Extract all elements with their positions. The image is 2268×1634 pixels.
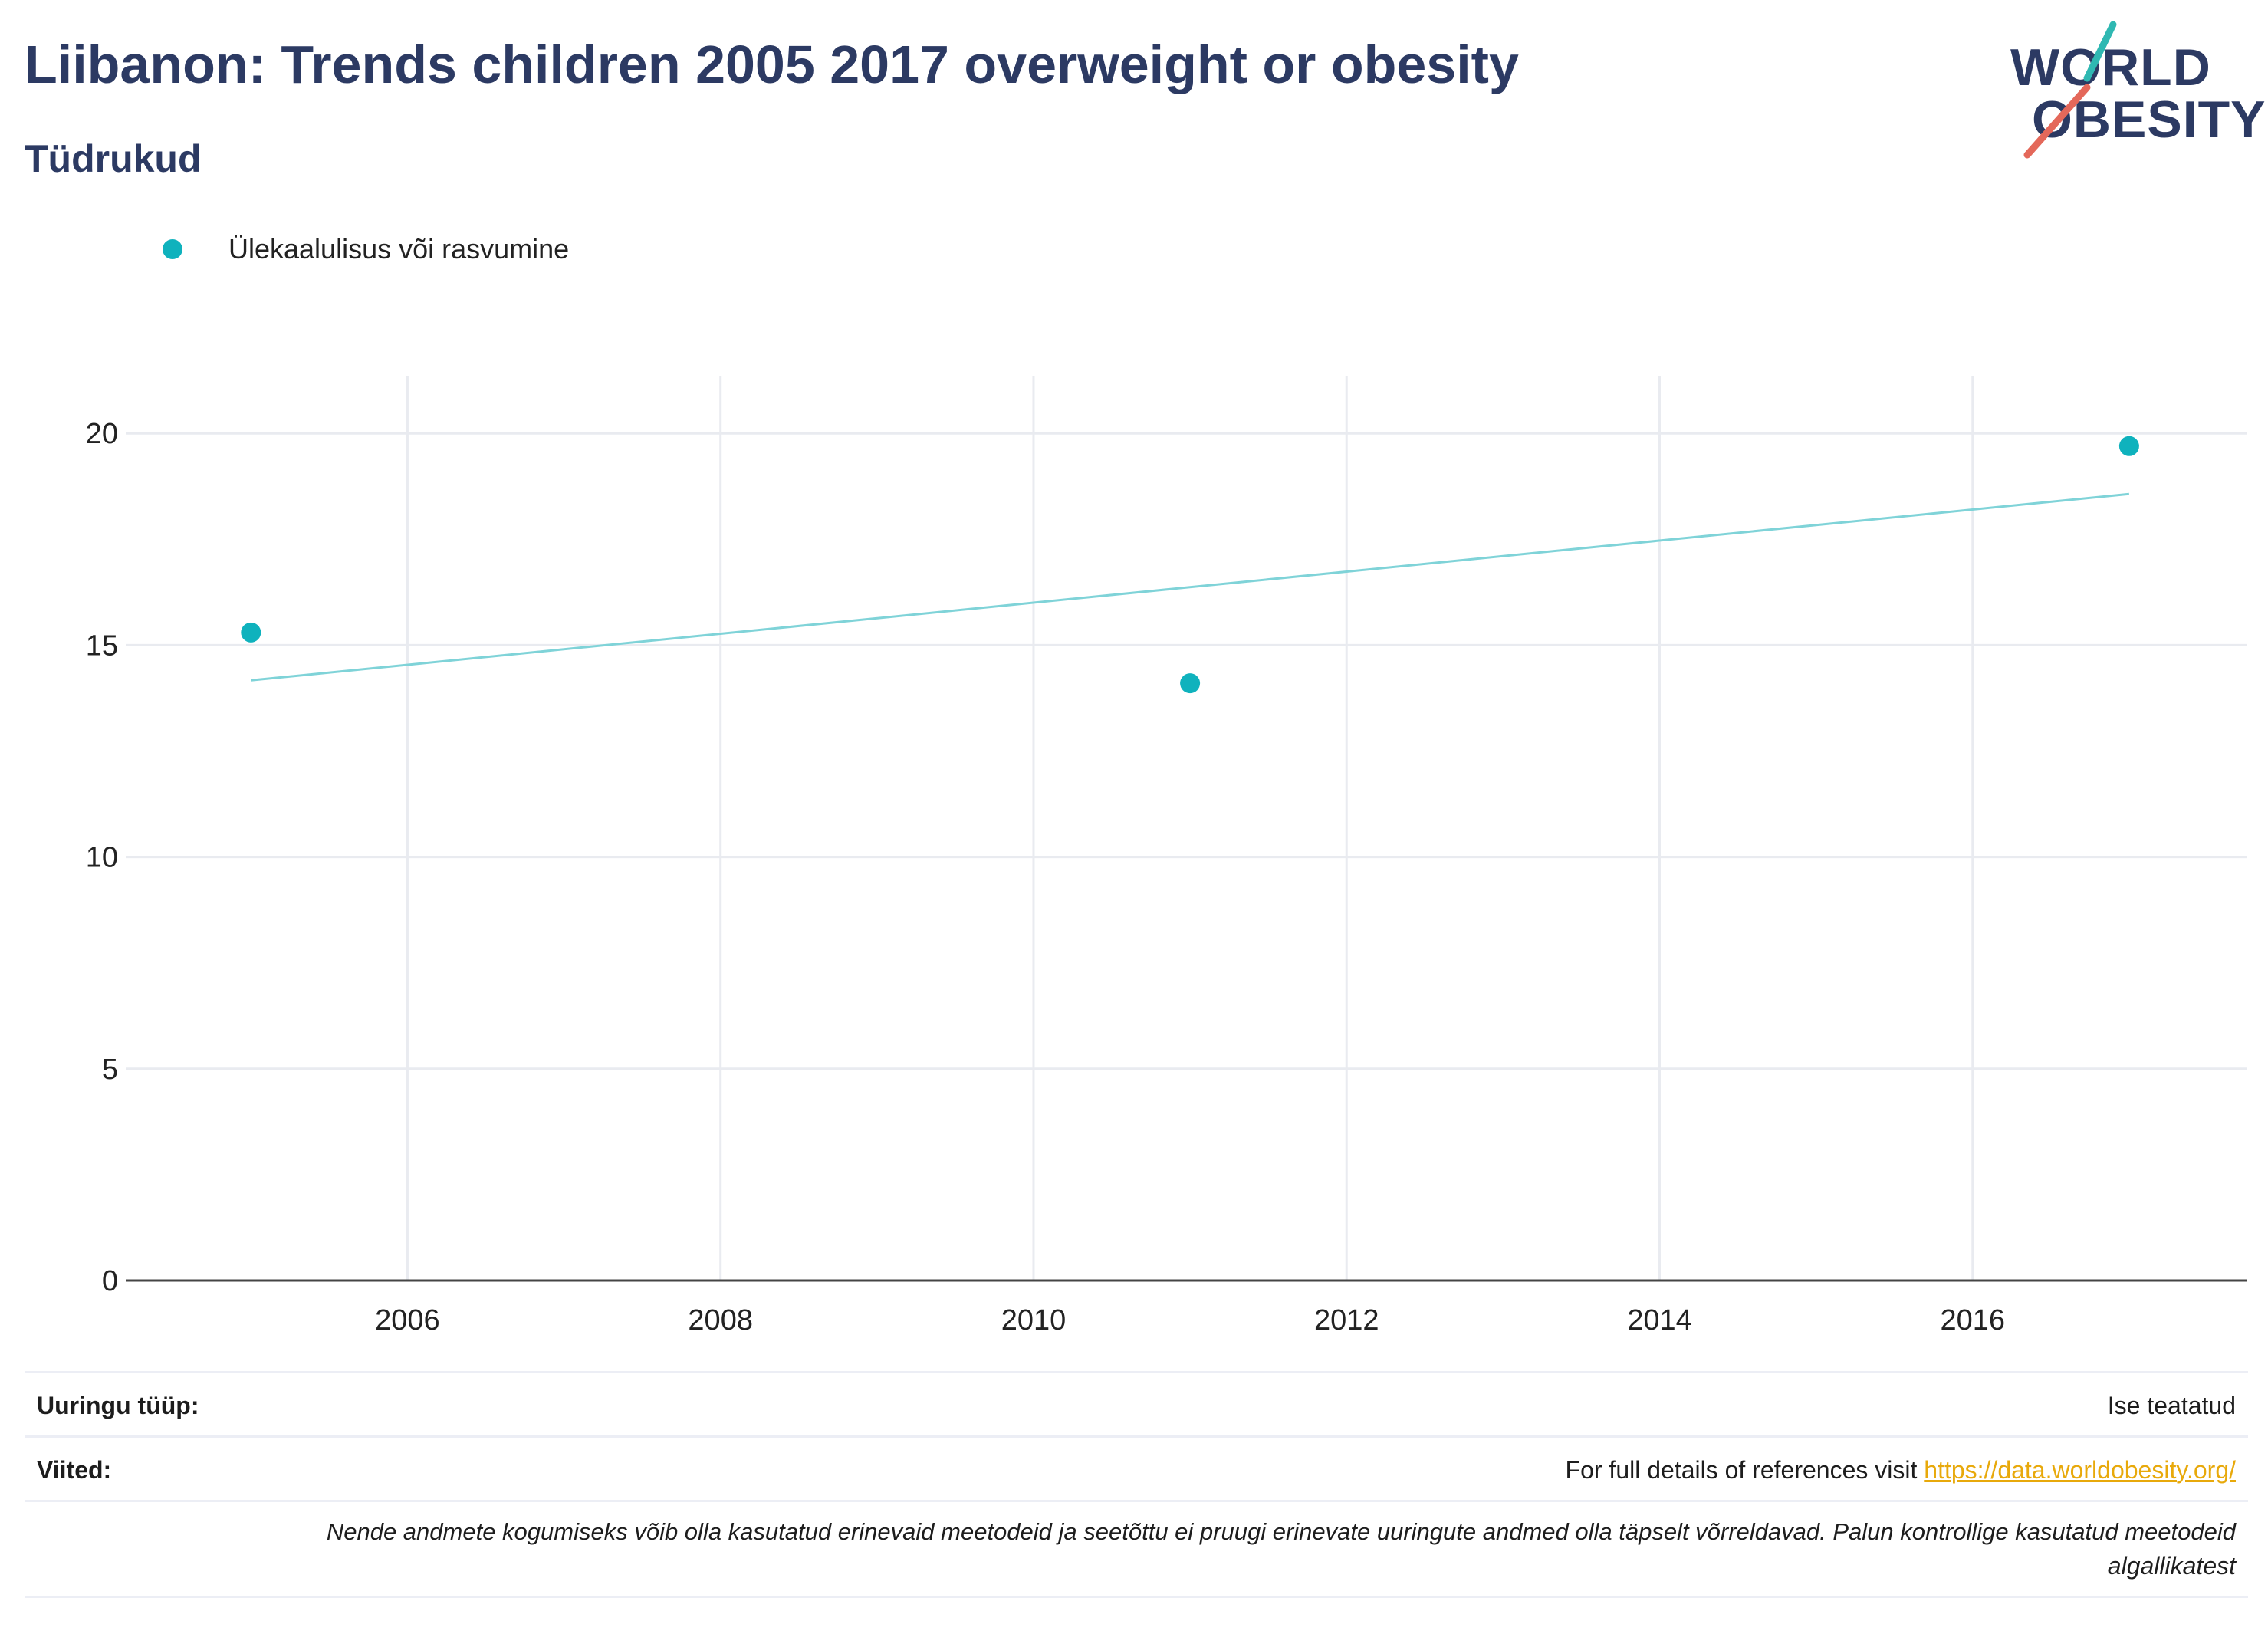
x-tick-label: 2016 — [1940, 1304, 2005, 1334]
y-tick-label: 20 — [86, 418, 118, 450]
logo-text-world: WORLD — [2010, 38, 2211, 97]
logo-slash-icon — [2023, 21, 2117, 159]
y-tick-label: 10 — [86, 842, 118, 874]
survey-type-row: Uuringu tüüp: Ise teatatud — [25, 1371, 2248, 1435]
y-tick-label: 0 — [102, 1265, 118, 1297]
y-tick-label: 5 — [102, 1054, 118, 1086]
chart-legend: Ülekaalulisus või rasvumine — [163, 230, 569, 268]
trend-line — [251, 492, 2130, 682]
note-line-1: Nende andmete kogumiseks võib olla kasut… — [326, 1518, 2236, 1545]
data-point — [2118, 436, 2139, 456]
legend-label: Ülekaalulisus või rasvumine — [228, 233, 570, 265]
legend-marker-icon — [163, 239, 182, 259]
references-text: For full details of references visit htt… — [1566, 1456, 2236, 1484]
survey-type-value: Ise teatatud — [2107, 1391, 2236, 1419]
chart-area: 2006 2008 2010 2012 2014 2016 0 5 10 15 20 — [86, 376, 2247, 1334]
references-row: Viited: For full details of references v… — [25, 1435, 2248, 1500]
data-point — [241, 622, 261, 643]
note-row — [25, 1500, 2248, 1598]
chart-title: Liibanon: Trends children 2005 2017 over… — [25, 35, 1519, 94]
references-label: Viited: — [37, 1455, 112, 1484]
chart-subtitle: Tüdrukud — [25, 137, 202, 180]
x-tick-label: 2012 — [1314, 1304, 1379, 1334]
survey-type-label: Uuringu tüüp: — [37, 1391, 199, 1419]
x-tick-label: 2008 — [688, 1304, 753, 1334]
references-prefix: For full details of references visit — [1565, 1455, 1925, 1484]
methodology-note: Nende andmete kogumiseks võib olla kasut… — [25, 1515, 2248, 1583]
note-line-2: algallikatest — [2107, 1552, 2236, 1580]
y-tick-label: 15 — [86, 630, 118, 662]
x-tick-label: 2006 — [375, 1304, 440, 1334]
data-point — [1180, 673, 1201, 694]
x-tick-label: 2014 — [1627, 1304, 1692, 1334]
references-link[interactable]: https://data.worldobesity.org/ — [1924, 1455, 2236, 1484]
x-tick-label: 2010 — [1001, 1304, 1067, 1334]
world-obesity-logo: WORLD OBESITY — [1994, 18, 2266, 164]
